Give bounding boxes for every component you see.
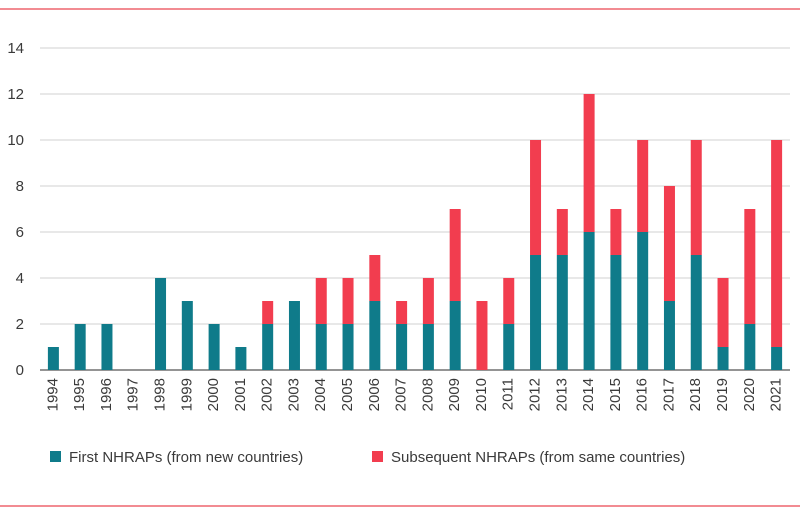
bar-subsequent-nhrap-2008 (422, 278, 434, 324)
x-tick-label: 2019 (714, 378, 731, 411)
x-tick-label: 2012 (527, 378, 544, 411)
x-tick-label: 2001 (232, 378, 249, 411)
y-tick-label: 4 (16, 270, 24, 287)
x-tick-label: 2003 (285, 378, 302, 411)
x-tick-label: 2008 (419, 378, 436, 411)
x-tick-label: 2015 (607, 378, 624, 411)
bar-first-nhrap-2002 (262, 324, 274, 370)
bar-subsequent-nhrap-2020 (744, 209, 756, 324)
x-tick-label: 2005 (339, 378, 356, 411)
x-tick-label: 2006 (366, 378, 383, 411)
bar-first-nhrap-2019 (717, 347, 729, 370)
x-tick-label: 2020 (741, 378, 758, 411)
bar-subsequent-nhrap-2009 (449, 209, 461, 301)
x-tick-label: 1995 (71, 378, 88, 411)
bottom-divider (0, 505, 800, 507)
x-tick-label: 2014 (580, 378, 597, 411)
legend-subsequent-nhraps-label: Subsequent NHRAPs (from same countries) (391, 449, 685, 466)
bar-first-nhrap-1998 (155, 278, 167, 370)
x-tick-label: 2002 (259, 378, 276, 411)
bar-subsequent-nhrap-2011 (503, 278, 515, 324)
bar-subsequent-nhrap-2021 (771, 140, 783, 347)
x-tick-label: 1999 (178, 378, 195, 411)
x-tick-label: 2007 (393, 378, 410, 411)
x-tick-label: 2010 (473, 378, 490, 411)
bar-subsequent-nhrap-2005 (342, 278, 354, 324)
bar-first-nhrap-2015 (610, 255, 622, 370)
bar-first-nhrap-2021 (771, 347, 783, 370)
legend-first-nhraps-swatch (50, 451, 61, 462)
bar-subsequent-nhrap-2007 (396, 301, 408, 324)
bar-subsequent-nhrap-2012 (530, 140, 542, 255)
bar-first-nhrap-2001 (235, 347, 247, 370)
bar-first-nhrap-2007 (396, 324, 408, 370)
x-tick-label: 2021 (768, 378, 785, 411)
bar-first-nhrap-2009 (449, 301, 461, 370)
bar-first-nhrap-2011 (503, 324, 515, 370)
x-tick-label: 1994 (44, 378, 61, 411)
x-tick-label: 2000 (205, 378, 222, 411)
y-tick-label: 10 (7, 132, 24, 149)
bar-first-nhrap-1996 (101, 324, 113, 370)
bar-subsequent-nhrap-2016 (637, 140, 649, 232)
y-tick-label: 8 (16, 178, 24, 195)
bar-first-nhrap-2013 (556, 255, 568, 370)
bar-subsequent-nhrap-2004 (315, 278, 327, 324)
bar-first-nhrap-2020 (744, 324, 756, 370)
bar-subsequent-nhrap-2015 (610, 209, 622, 255)
bar-subsequent-nhrap-2013 (556, 209, 568, 255)
bar-first-nhrap-2017 (663, 301, 675, 370)
legend-subsequent-nhraps-swatch (372, 451, 383, 462)
bar-subsequent-nhrap-2010 (476, 301, 488, 370)
bar-first-nhrap-2003 (288, 301, 300, 370)
y-tick-label: 14 (7, 40, 24, 57)
bar-first-nhrap-2006 (369, 301, 381, 370)
y-tick-label: 2 (16, 316, 24, 333)
bar-first-nhrap-2012 (530, 255, 542, 370)
bar-first-nhrap-1995 (74, 324, 86, 370)
bar-subsequent-nhrap-2017 (663, 186, 675, 301)
bar-first-nhrap-2000 (208, 324, 220, 370)
bar-first-nhrap-2004 (315, 324, 327, 370)
bar-first-nhrap-2018 (690, 255, 702, 370)
x-tick-label: 1997 (125, 378, 142, 411)
x-tick-label: 2011 (500, 378, 517, 410)
bar-subsequent-nhrap-2018 (690, 140, 702, 255)
bar-first-nhrap-2016 (637, 232, 649, 370)
x-tick-label: 2009 (446, 378, 463, 411)
x-tick-label: 2016 (634, 378, 651, 411)
bar-first-nhrap-1999 (181, 301, 193, 370)
bar-subsequent-nhrap-2002 (262, 301, 274, 324)
x-tick-label: 1998 (152, 378, 169, 411)
x-tick-label: 2018 (687, 378, 704, 411)
x-tick-label: 1996 (98, 378, 115, 411)
y-tick-label: 12 (7, 86, 24, 103)
bar-subsequent-nhrap-2006 (369, 255, 381, 301)
bar-subsequent-nhrap-2014 (583, 94, 595, 232)
y-tick-label: 6 (16, 224, 24, 241)
x-tick-label: 2004 (312, 378, 329, 411)
bar-first-nhrap-1994 (47, 347, 59, 370)
legend-first-nhraps-label: First NHRAPs (from new countries) (69, 449, 303, 466)
bar-first-nhrap-2005 (342, 324, 354, 370)
bar-subsequent-nhrap-2019 (717, 278, 729, 347)
bar-first-nhrap-2014 (583, 232, 595, 370)
x-tick-label: 2013 (553, 378, 570, 411)
top-divider (0, 8, 800, 10)
y-tick-label: 0 (16, 362, 24, 379)
bar-first-nhrap-2008 (422, 324, 434, 370)
x-tick-label: 2017 (660, 378, 677, 411)
